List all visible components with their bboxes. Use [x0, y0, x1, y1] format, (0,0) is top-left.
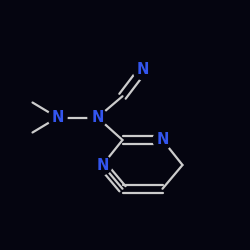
- Text: N: N: [91, 110, 104, 125]
- Circle shape: [133, 60, 152, 80]
- Circle shape: [48, 108, 67, 127]
- Circle shape: [93, 156, 112, 174]
- Text: N: N: [51, 110, 64, 125]
- Text: N: N: [156, 132, 169, 148]
- Circle shape: [153, 130, 172, 150]
- Circle shape: [88, 108, 107, 127]
- Text: N: N: [136, 62, 149, 78]
- Text: N: N: [96, 158, 109, 172]
